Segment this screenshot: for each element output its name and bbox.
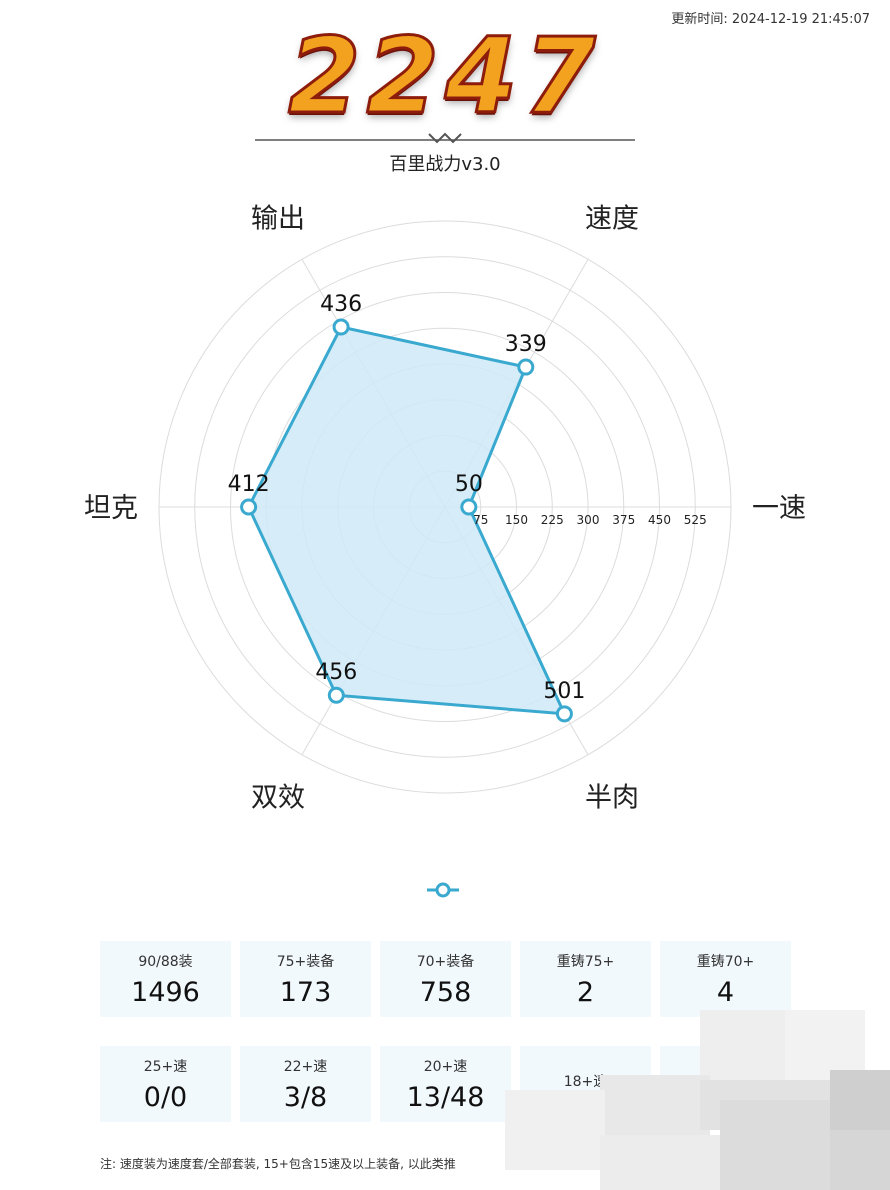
stat-label: 22+速 [283, 1058, 328, 1075]
tick-label: 75 [473, 513, 488, 527]
data-point[interactable] [240, 498, 258, 516]
update-time: 更新时间: 2024-12-19 21:45:07 [671, 12, 870, 27]
stat-value: 758 [419, 976, 472, 1008]
value-label: 412 [228, 472, 270, 497]
data-point[interactable] [332, 318, 350, 336]
stat-label: 75+装备 [276, 953, 335, 970]
stat-value: 13/48 [406, 1081, 485, 1113]
data-point[interactable] [460, 498, 478, 516]
stat-label: 20+速 [423, 1058, 468, 1075]
axis-label: 速度 [585, 204, 639, 235]
title-divider [255, 132, 635, 144]
tick-label: 450 [648, 513, 671, 527]
stat-label: 70+装备 [416, 953, 475, 970]
stat-card: 重铸75+ 2 [520, 941, 651, 1017]
stat-value: 173 [279, 976, 332, 1008]
axis-label: 双效 [251, 782, 305, 813]
stat-card: 70+装备 758 [380, 941, 511, 1017]
value-label: 501 [543, 679, 585, 704]
radar-chart: 75 150 225 300 375 450 525 50 339 436 412 456 501 一速… [84, 204, 806, 814]
stat-value: 2 [576, 976, 595, 1008]
axis-label: 输出 [251, 204, 305, 235]
stat-card: 22+速 3/8 [240, 1046, 371, 1122]
data-point[interactable] [517, 358, 535, 376]
stat-label: 重铸70+ [696, 953, 755, 970]
radar-ticks: 75 150 225 300 375 450 525 [473, 513, 707, 527]
tick-label: 150 [505, 513, 528, 527]
data-point[interactable] [327, 686, 345, 704]
tick-label: 300 [577, 513, 600, 527]
stat-label: 90/88装 [138, 953, 193, 970]
stat-label: 重铸75+ [556, 953, 615, 970]
tick-label: 375 [612, 513, 635, 527]
stat-card: 重铸70+ 4 [660, 941, 791, 1017]
stats-row-1: 90/88装 1496 75+装备 173 70+装备 758 重铸75+ 2 … [100, 941, 791, 1017]
axis-label: 一速 [752, 493, 806, 524]
tick-label: 525 [684, 513, 707, 527]
axis-label: 坦克 [84, 493, 138, 524]
footnote: 注: 速度装为速度套/全部套装, 15+包含15速及以上装备, 以此类推 [100, 1157, 456, 1171]
tick-label: 225 [541, 513, 564, 527]
stat-value: 3/8 [283, 1081, 328, 1113]
chart-subtitle: 百里战力v3.0 [389, 154, 501, 175]
stat-card: 20+速 13/48 [380, 1046, 511, 1122]
radar-area [240, 318, 573, 723]
stat-value: 4 [716, 976, 735, 1008]
stat-value: 1496 [131, 976, 200, 1008]
data-point[interactable] [555, 705, 573, 723]
legend-marker-icon[interactable] [427, 880, 459, 900]
value-label: 339 [505, 332, 547, 357]
stat-label: 25+速 [143, 1058, 188, 1075]
value-label: 50 [455, 472, 483, 497]
stat-card: 90/88装 1496 [100, 941, 231, 1017]
stat-value: 0/0 [143, 1081, 188, 1113]
stat-card: 75+装备 173 [240, 941, 371, 1017]
power-score: 2247 [287, 15, 602, 137]
stat-label: 18+速 [563, 1074, 608, 1090]
stat-card: 25+速 0/0 [100, 1046, 231, 1122]
value-label: 456 [315, 660, 357, 685]
axis-label: 半肉 [585, 782, 639, 813]
value-label: 436 [320, 292, 362, 317]
